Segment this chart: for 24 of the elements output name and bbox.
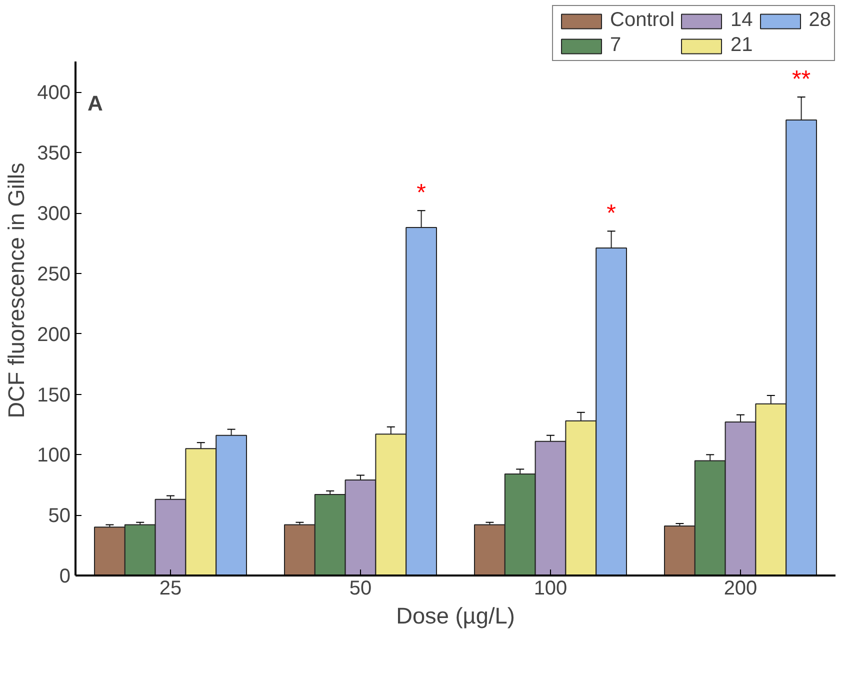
y-tick-label: 250: [37, 263, 71, 286]
x-tick-label: 25: [159, 578, 182, 600]
y-axis-title: DCF fluorescence in Gills: [3, 162, 30, 418]
y-tick-label: 50: [48, 505, 71, 528]
annotation: *: [416, 180, 426, 207]
annotation: **: [792, 66, 811, 94]
x-tick-label: 100: [534, 578, 568, 600]
x-axis-title: Dose (µg/L): [396, 602, 515, 628]
legend-label: 14: [730, 9, 753, 32]
legend-label: Control: [610, 9, 674, 32]
y-tick-label: 400: [37, 82, 71, 104]
legend-label: 7: [610, 34, 622, 57]
y-tick-label: 350: [37, 142, 71, 165]
y-tick-label: 150: [37, 384, 71, 406]
x-tick-label: 200: [724, 578, 758, 600]
x-tick-label: 50: [349, 578, 372, 600]
y-tick-label: 100: [37, 444, 71, 467]
legend-label: 21: [730, 34, 753, 57]
legend-label: 28: [808, 9, 831, 32]
annotation: A: [88, 92, 103, 116]
y-tick-label: 200: [37, 324, 71, 346]
annotation: *: [606, 200, 616, 228]
y-tick-label: 0: [59, 566, 70, 588]
y-tick-label: 300: [37, 203, 71, 226]
